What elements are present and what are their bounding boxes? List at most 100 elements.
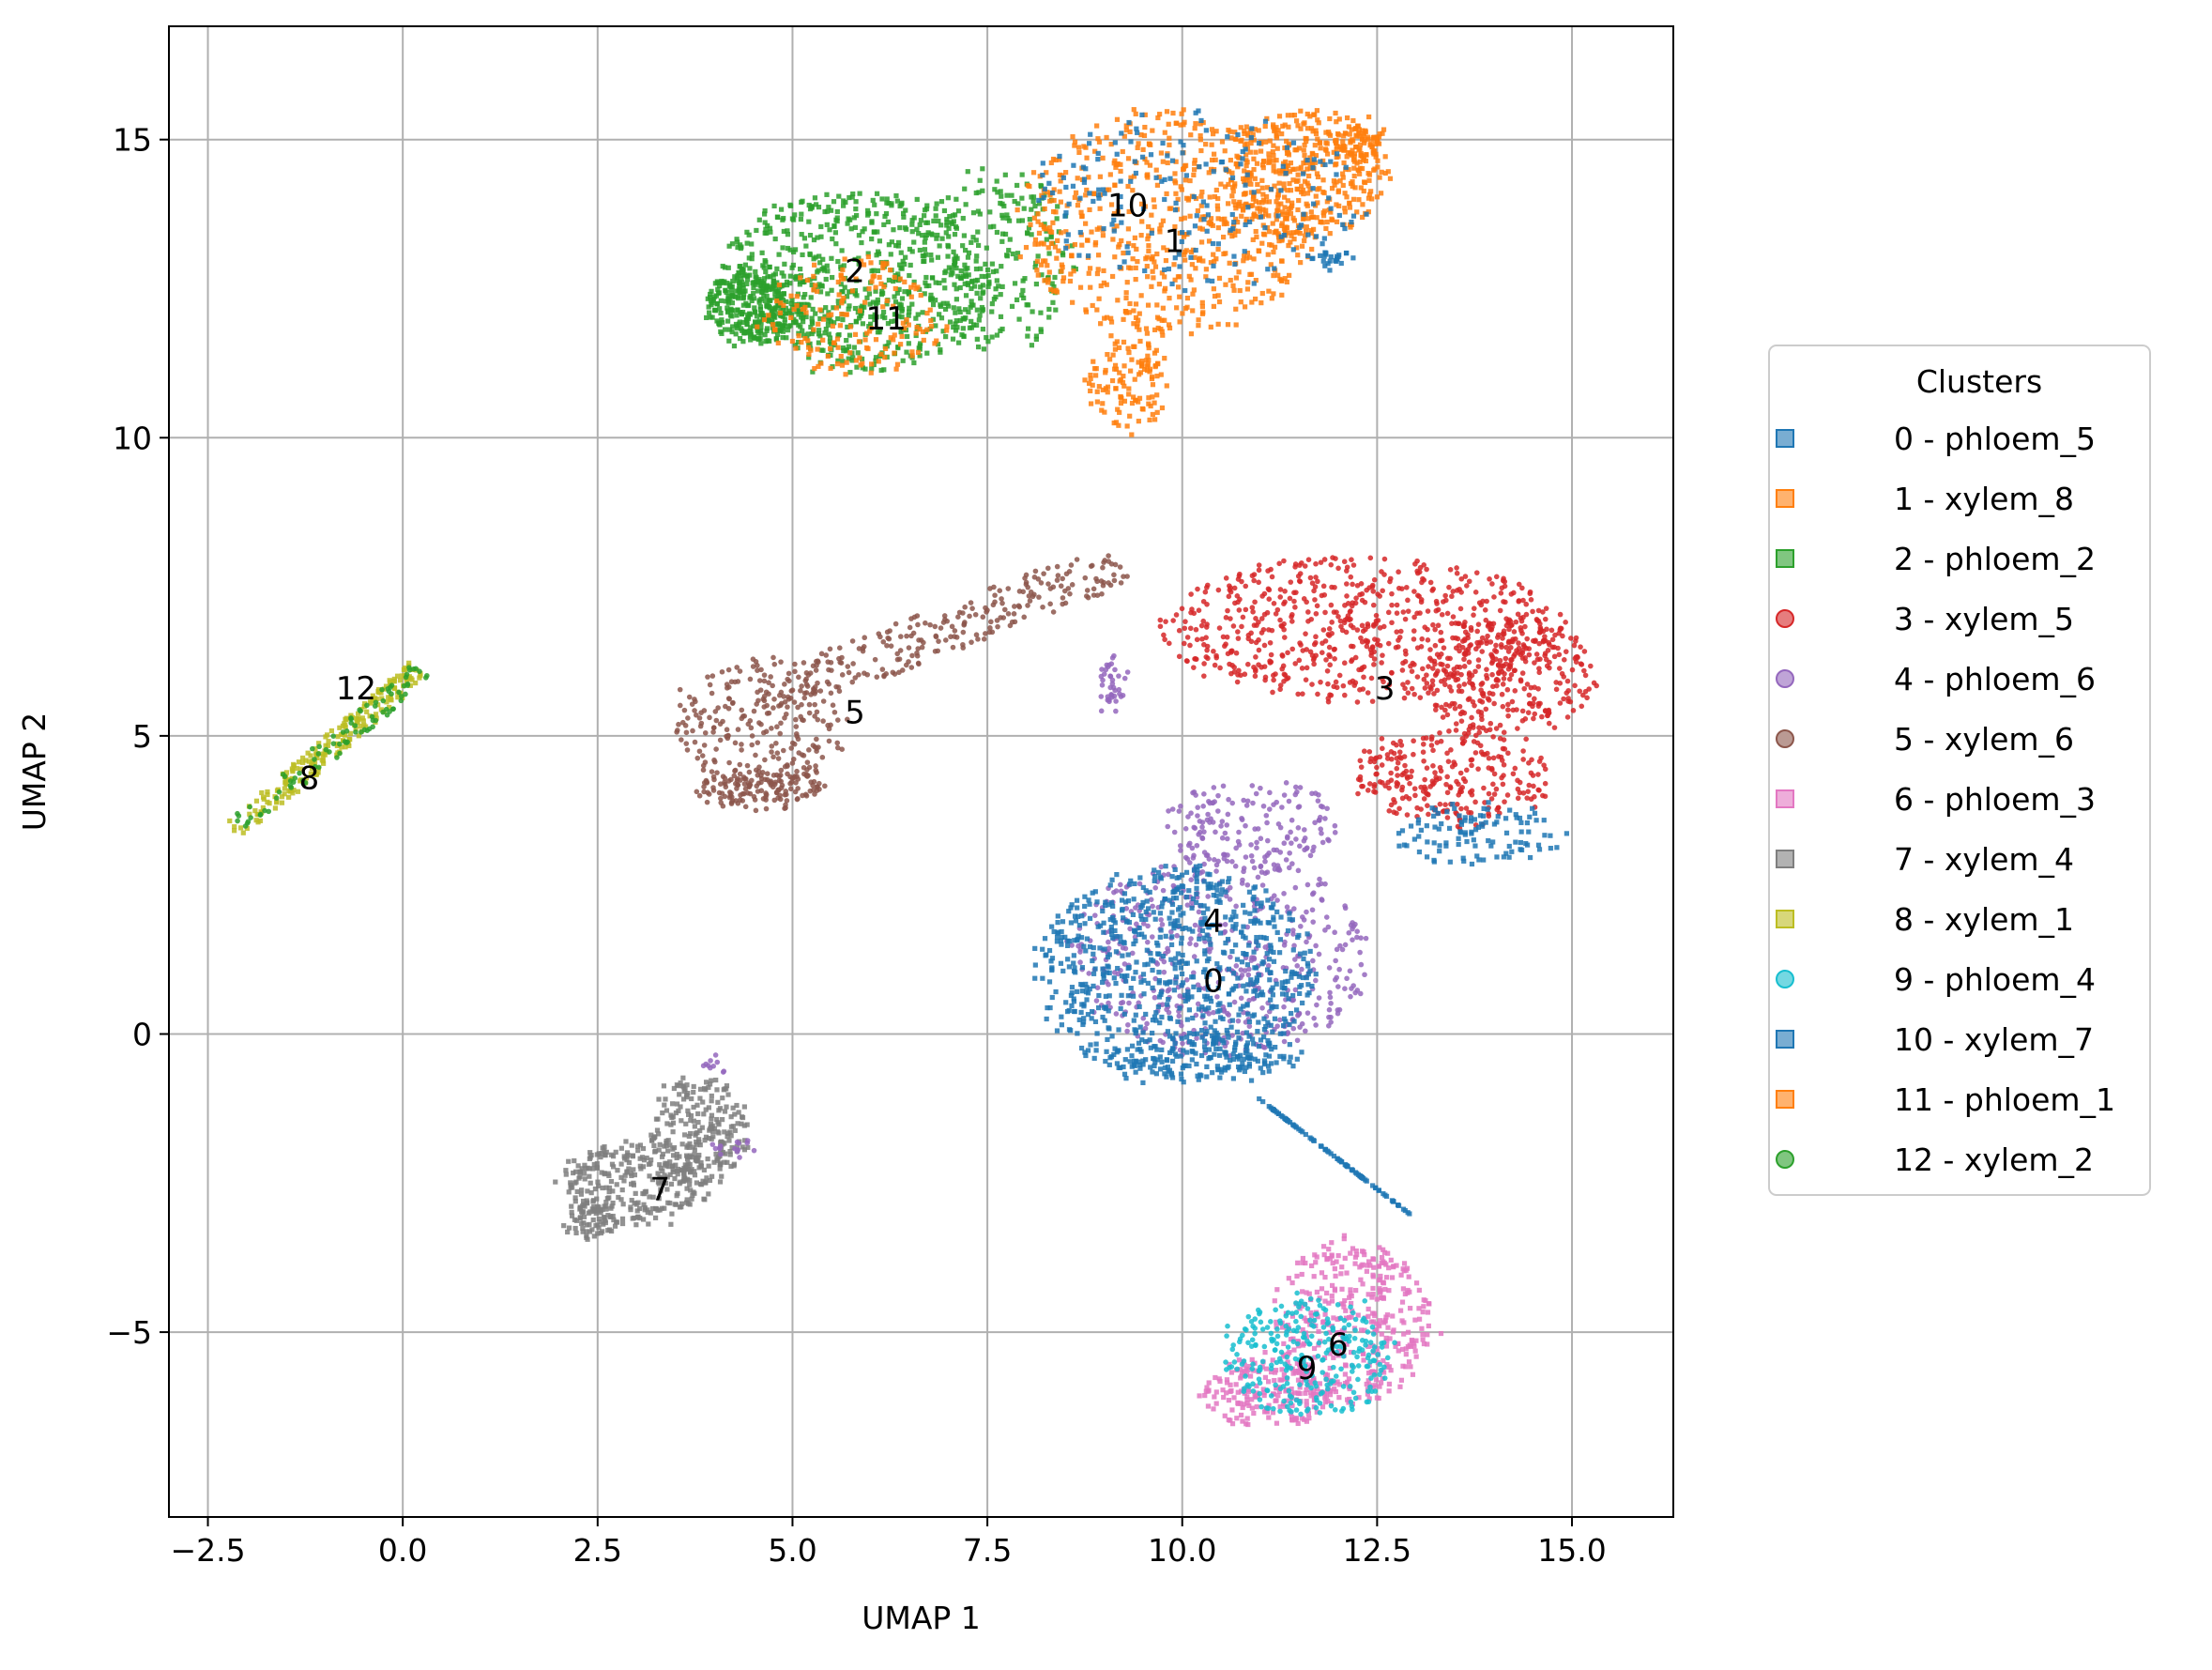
data-point xyxy=(1210,158,1214,162)
data-point xyxy=(1349,181,1353,186)
data-point xyxy=(1096,192,1101,197)
data-point xyxy=(729,679,735,684)
data-point xyxy=(1130,401,1135,406)
data-point xyxy=(916,312,921,316)
data-point xyxy=(1397,755,1403,760)
data-point xyxy=(1145,237,1150,241)
data-point xyxy=(740,798,745,804)
data-point xyxy=(785,704,790,710)
data-point xyxy=(1501,704,1506,710)
data-point xyxy=(1565,714,1571,720)
data-point xyxy=(799,217,803,222)
data-point xyxy=(1281,181,1286,186)
data-point xyxy=(974,253,979,258)
data-point xyxy=(1230,283,1235,288)
data-point xyxy=(1014,183,1019,188)
data-point xyxy=(1422,624,1427,630)
data-point xyxy=(725,733,731,739)
data-point xyxy=(881,222,886,227)
data-point xyxy=(1289,201,1294,206)
data-point xyxy=(1427,647,1433,652)
data-point xyxy=(765,326,770,330)
data-point xyxy=(266,809,271,815)
data-point xyxy=(1563,620,1568,625)
data-point xyxy=(1078,230,1083,235)
data-point xyxy=(1050,221,1055,225)
data-point xyxy=(1126,265,1131,269)
data-point xyxy=(903,225,908,230)
data-point xyxy=(1422,796,1427,802)
data-point xyxy=(807,252,812,256)
data-point xyxy=(933,298,938,302)
data-point xyxy=(897,263,902,268)
data-point xyxy=(1200,304,1205,309)
data-point xyxy=(1115,339,1120,344)
data-point xyxy=(1540,639,1546,645)
data-point xyxy=(969,600,974,605)
data-point xyxy=(1146,303,1151,308)
data-point xyxy=(1244,163,1249,168)
data-point xyxy=(1472,605,1477,611)
data-point xyxy=(1421,736,1426,742)
data-point xyxy=(334,755,340,760)
data-point xyxy=(1339,261,1344,266)
data-point xyxy=(815,681,820,686)
data-point xyxy=(835,361,840,366)
data-point xyxy=(1087,191,1091,195)
data-point xyxy=(1245,173,1250,177)
data-point xyxy=(1267,658,1273,664)
data-point xyxy=(717,321,722,326)
data-point xyxy=(1188,132,1193,137)
data-point xyxy=(790,760,796,766)
data-point xyxy=(964,293,969,298)
data-point xyxy=(1253,150,1258,155)
data-point xyxy=(795,786,801,791)
data-point xyxy=(1469,625,1474,631)
data-point xyxy=(901,215,906,220)
data-point xyxy=(1454,565,1459,571)
data-point xyxy=(951,645,956,651)
data-point xyxy=(896,243,901,248)
data-point xyxy=(973,278,978,283)
data-point xyxy=(850,661,856,666)
data-point xyxy=(738,772,743,777)
data-point xyxy=(1363,627,1368,633)
data-point xyxy=(1368,556,1374,561)
data-point xyxy=(1541,762,1547,768)
data-point xyxy=(1216,322,1221,327)
data-point xyxy=(1299,184,1304,189)
data-point xyxy=(1520,709,1526,714)
data-point xyxy=(880,666,886,672)
data-point xyxy=(1134,112,1138,116)
data-point xyxy=(1241,207,1245,211)
data-point xyxy=(1162,636,1167,642)
data-point xyxy=(1100,401,1105,406)
data-point xyxy=(1305,191,1310,195)
data-point xyxy=(818,235,823,239)
data-point xyxy=(1433,643,1439,649)
data-point xyxy=(1046,251,1051,255)
data-point xyxy=(1210,279,1214,283)
data-point xyxy=(1195,587,1200,592)
data-point xyxy=(710,785,716,790)
data-point xyxy=(1315,692,1320,697)
data-point xyxy=(1341,683,1347,689)
data-point xyxy=(1133,377,1137,382)
data-point xyxy=(1134,277,1138,282)
data-point xyxy=(1564,649,1569,654)
data-point xyxy=(1376,618,1381,623)
data-point xyxy=(1362,179,1366,184)
data-point xyxy=(1457,665,1463,670)
data-point xyxy=(1112,228,1117,233)
data-point xyxy=(1042,278,1046,283)
data-point xyxy=(1153,265,1158,269)
data-point xyxy=(1528,590,1533,595)
data-point xyxy=(949,220,953,224)
data-point xyxy=(1151,412,1155,417)
data-point xyxy=(930,275,935,280)
data-point xyxy=(1403,617,1409,622)
data-point xyxy=(1528,855,1533,860)
data-point xyxy=(771,697,777,702)
data-point xyxy=(1332,647,1337,652)
data-point xyxy=(1395,603,1400,608)
